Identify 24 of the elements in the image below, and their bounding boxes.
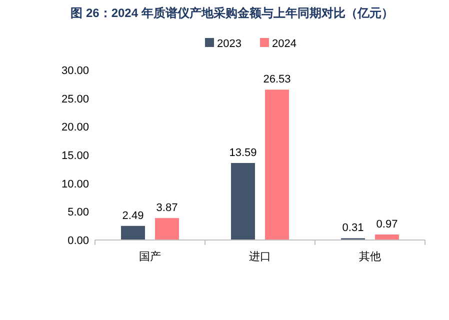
y-tick-label: 10.00 (61, 178, 89, 190)
y-tick-label: 20.00 (61, 122, 89, 134)
data-label: 26.53 (263, 74, 291, 86)
x-tick-label: 国产 (139, 250, 161, 263)
bar (265, 90, 289, 240)
data-label: 3.87 (156, 202, 178, 214)
y-tick-label: 5.00 (68, 206, 89, 219)
y-tick-label: 25.00 (61, 93, 89, 106)
legend-label: 2023 (217, 38, 242, 50)
bar (231, 162, 255, 240)
legend-label: 2024 (272, 38, 296, 50)
y-tick-label: 30.00 (61, 65, 89, 77)
data-label: 0.31 (342, 222, 364, 234)
bar (121, 226, 145, 240)
data-label: 13.59 (229, 146, 257, 159)
bar (375, 234, 399, 240)
x-tick-label: 进口 (249, 250, 271, 263)
data-label: 0.97 (376, 218, 398, 231)
data-label: 2.49 (122, 210, 144, 222)
chart-title: 图 26：2024 年质谱仪产地采购金额与上年同期对比（亿元） (70, 6, 394, 20)
x-tick-label: 其他 (359, 250, 381, 263)
y-tick-label: 0.00 (68, 235, 89, 247)
y-tick-label: 15.00 (61, 150, 89, 162)
bar (155, 218, 179, 240)
